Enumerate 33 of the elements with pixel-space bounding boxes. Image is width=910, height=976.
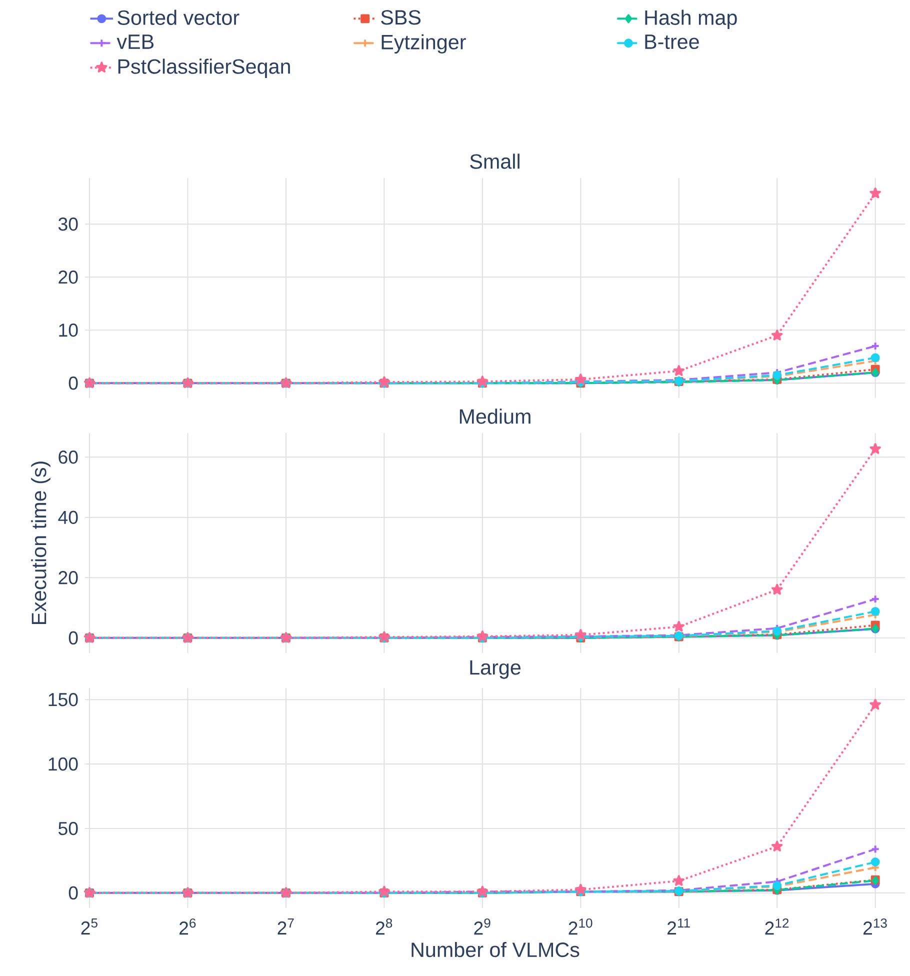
x-tick-label: 2$^{7}$: [278, 918, 294, 934]
x-tick-label: 2$^{10}$: [568, 918, 592, 935]
y-tick-label: 50: [58, 822, 78, 836]
x-tick-label: 2$^{9}$: [474, 918, 490, 935]
y-tick-label: 0: [68, 886, 78, 900]
y-tick-label: 60: [58, 450, 78, 464]
x-tick-label: 2$^{5}$: [81, 918, 98, 934]
y-tick-label: 0: [68, 631, 78, 645]
legend-label: PstClassifierSeqan: [118, 58, 290, 78]
x-axis-title: Number of VLMCs: [412, 942, 580, 958]
x-tick-label: 2$^{8}$: [376, 918, 392, 935]
y-tick-label: 30: [58, 217, 78, 231]
y-tick-label: 40: [58, 510, 78, 524]
chart-title: Medium: [460, 408, 530, 424]
x-tick-label: 2$^{13}$: [863, 918, 887, 935]
legend-label: SBS: [381, 10, 421, 25]
legend-label: vEB: [116, 34, 154, 49]
x-tick-label: 2$^{11}$: [668, 918, 690, 934]
y-tick-label: 150: [48, 692, 78, 706]
chart-title: Small: [470, 154, 520, 169]
x-tick-label: 2$^{12}$: [765, 918, 789, 935]
legend-label: Eytzinger: [382, 34, 466, 54]
x-tick-label: 2$^{6}$: [180, 918, 196, 935]
legend-label: Sorted vector: [118, 10, 240, 25]
y-tick-label: 20: [58, 270, 78, 284]
y-tick-label: 20: [58, 571, 78, 584]
y-tick-label: 10: [59, 324, 78, 337]
chart-title: Large: [470, 660, 521, 679]
legend-label: B-tree: [645, 34, 699, 50]
legend-label: Hash map: [645, 10, 737, 30]
y-tick-label: 100: [48, 757, 78, 771]
y-tick-label: 0: [68, 376, 78, 390]
y-axis-title: Execution time (s): [31, 462, 50, 624]
